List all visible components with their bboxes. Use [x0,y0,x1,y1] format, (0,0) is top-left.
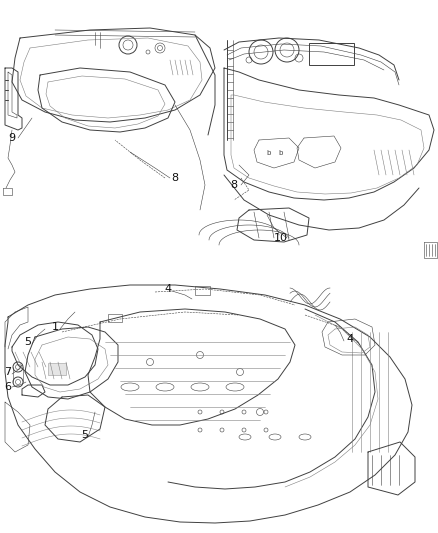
Bar [108,314,122,322]
Text: 8: 8 [230,180,237,190]
Bar [195,286,210,295]
Circle shape [220,428,224,432]
Text: 6: 6 [4,382,11,392]
Text: 7: 7 [4,367,11,377]
Circle shape [264,410,268,414]
Text: 5: 5 [25,337,32,347]
Text: 9: 9 [8,133,16,143]
Text: b: b [267,150,271,156]
Circle shape [242,428,246,432]
Text: 1: 1 [52,322,59,332]
Circle shape [146,50,150,54]
Circle shape [220,410,224,414]
Text: 5: 5 [81,430,88,440]
Text: 4: 4 [164,284,172,294]
Text: 10: 10 [274,233,288,243]
Circle shape [198,410,202,414]
Bar [48,363,66,375]
Text: 4: 4 [346,334,353,344]
Circle shape [264,428,268,432]
Text: b: b [279,150,283,156]
Circle shape [198,428,202,432]
Circle shape [242,410,246,414]
Text: 8: 8 [171,173,179,183]
Bar [309,43,354,65]
